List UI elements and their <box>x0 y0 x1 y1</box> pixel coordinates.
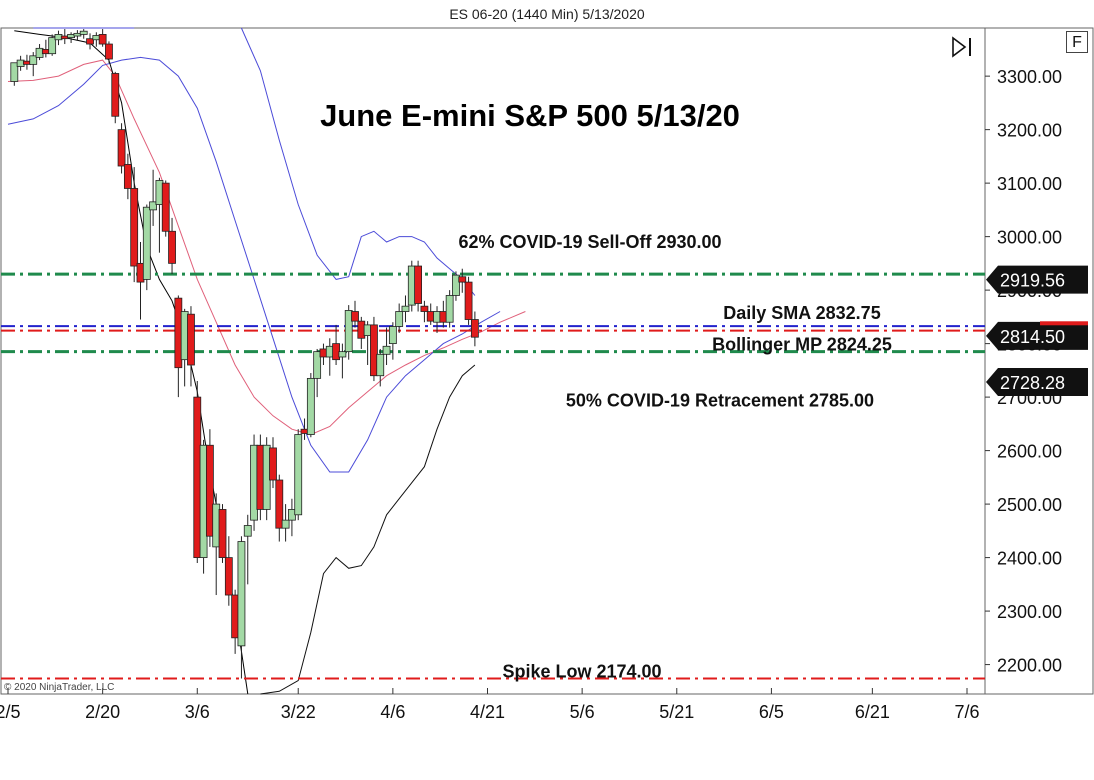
candle-body <box>351 311 359 322</box>
candle-body <box>395 311 404 327</box>
candle-body <box>237 541 246 647</box>
x-tick-label: 6/5 <box>759 702 784 722</box>
candle-body <box>269 447 277 481</box>
candle-body <box>161 182 170 232</box>
x-tick-label: 2/20 <box>85 702 120 722</box>
price-tag-label: 2919.56 <box>1000 271 1065 291</box>
y-tick-label: 3000.00 <box>997 228 1062 248</box>
price-tag-box <box>986 367 1088 396</box>
candle-body <box>205 444 214 537</box>
plot-area-border <box>0 27 1094 695</box>
candle-body <box>376 353 385 377</box>
candle-body <box>98 34 107 45</box>
annotation-label: Bollinger MP 2824.25 <box>712 335 892 355</box>
candle-body <box>123 164 132 189</box>
candle-body <box>294 434 303 516</box>
sma-line <box>14 30 249 695</box>
y-tick-label: 2300.00 <box>997 602 1062 622</box>
candle-body <box>414 265 422 304</box>
candle-body <box>86 38 94 45</box>
candle-body <box>275 479 284 529</box>
x-tick-label: 6/21 <box>855 702 890 722</box>
candle-body <box>149 201 158 211</box>
chart-title: June E-mini S&P 500 5/13/20 <box>320 98 740 133</box>
x-tick-label: 7/6 <box>954 702 979 722</box>
candle-body <box>470 319 479 338</box>
candle-body <box>338 351 347 358</box>
annotation-label: Daily SMA 2832.75 <box>723 303 880 323</box>
candle-body <box>29 55 38 65</box>
annotations: 62% COVID-19 Sell-Off 2930.00 Daily SMA 2… <box>458 232 891 682</box>
candlesticks <box>10 29 479 679</box>
candle-body <box>48 37 57 55</box>
x-tick-label: 4/6 <box>380 702 405 722</box>
bollinger-lower-line <box>260 364 476 695</box>
x-tick-label: 2/5 <box>0 702 21 722</box>
candle-body <box>224 557 233 596</box>
candle-body <box>382 345 391 355</box>
x-tick-label: 4/21 <box>470 702 505 722</box>
candle-body <box>10 62 19 82</box>
y-tick-label: 3100.00 <box>997 174 1062 194</box>
candle-body <box>218 509 227 558</box>
candle-body <box>313 351 322 379</box>
candle-body <box>370 324 378 377</box>
y-tick-label: 2200.00 <box>997 656 1062 676</box>
horizontal-levels <box>1 272 985 680</box>
candle-body <box>464 281 473 320</box>
price-tags: 2919.56 2814.50 2728.28 <box>986 265 1088 396</box>
copyright-text: © 2020 NinjaTrader, LLC <box>4 682 114 693</box>
annotation-label: 50% COVID-19 Retracement 2785.00 <box>566 390 874 410</box>
annotation-label: 62% COVID-19 Sell-Off 2930.00 <box>458 232 721 252</box>
candle-body <box>445 295 454 323</box>
current-price-marker <box>1040 321 1088 326</box>
candle-body <box>401 305 410 312</box>
price-tag-box <box>986 265 1088 294</box>
candle-body <box>130 188 139 267</box>
y-tick-label: 2400.00 <box>997 549 1062 569</box>
price-tag-box <box>986 321 1088 350</box>
y-tick-label: 3200.00 <box>997 121 1062 141</box>
candle-body <box>420 305 429 312</box>
y-tick-label: 2500.00 <box>997 495 1062 515</box>
f-button[interactable]: F <box>1066 31 1088 53</box>
candle-body <box>452 274 460 296</box>
candle-body <box>281 519 290 529</box>
x-axis-ticks: 2/5 2/20 3/6 3/22 4/6 4/21 5/6 5/21 6/5 6/21 7/6 <box>0 688 980 722</box>
candle-body <box>458 276 467 283</box>
candle-body <box>142 206 151 280</box>
candle-body <box>187 313 195 366</box>
x-tick-label: 3/6 <box>185 702 210 722</box>
x-tick-label: 3/22 <box>281 702 316 722</box>
candle-body <box>79 30 88 35</box>
candle-body <box>105 43 113 60</box>
x-tick-label: 5/6 <box>570 702 595 722</box>
price-tag-label: 2814.50 <box>1000 327 1065 347</box>
bollinger-band-line <box>7 56 501 473</box>
candle-body <box>344 310 353 353</box>
skip-to-end-icon[interactable] <box>950 36 976 58</box>
bollinger-upper-line <box>240 27 476 296</box>
candle-body <box>111 73 120 117</box>
y-tick-label: 2600.00 <box>997 442 1062 462</box>
candle-body <box>243 525 252 537</box>
candle-body <box>306 377 315 435</box>
candle-body <box>168 230 176 264</box>
candle-body <box>388 326 397 345</box>
y-tick-label: 3300.00 <box>997 67 1062 87</box>
annotation-label: Spike Low 2174.00 <box>502 662 661 682</box>
window-title: ES 06-20 (1440 Min) 5/13/2020 <box>449 6 645 22</box>
candle-body <box>117 129 126 167</box>
price-tag-label: 2728.28 <box>1000 373 1065 393</box>
x-tick-label: 5/21 <box>659 702 694 722</box>
